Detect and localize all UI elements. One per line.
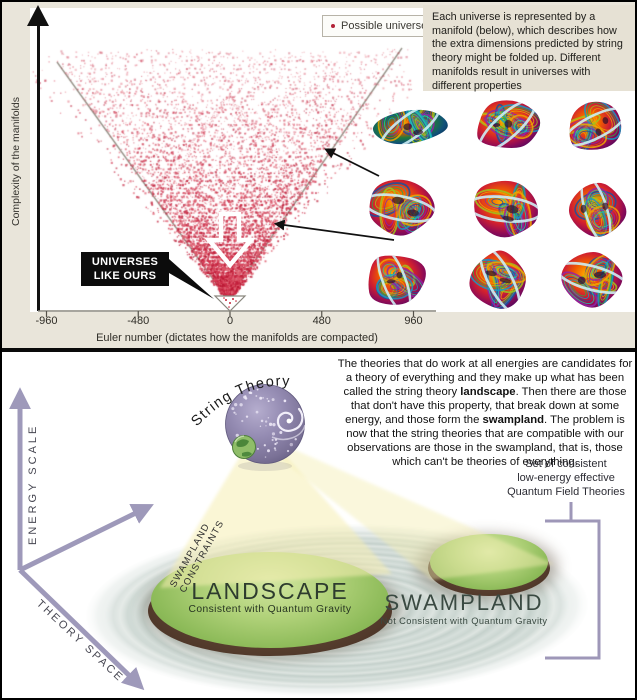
x-tick-label: 960	[404, 315, 423, 327]
x-axis-label: Euler number (dictates how the manifolds…	[96, 332, 378, 344]
calabi-yau-manifold	[467, 180, 543, 243]
calabi-yau-manifold	[560, 251, 624, 309]
calabi-yau-manifold	[568, 182, 627, 237]
paragraph-text: The theories that do work at all energie…	[337, 358, 633, 398]
x-tick-label: -960	[35, 315, 58, 327]
string-theory-curved-label: String Theory	[188, 374, 291, 430]
paragraph-bold-term: landscape	[460, 386, 516, 398]
swampland-illustration-panel: String Theory ENERGY SCALE THEORY SPACE …	[2, 352, 635, 698]
x-tick-label: 480	[312, 315, 331, 327]
qft-set-label: Set of consistent low-energy effective Q…	[507, 458, 625, 498]
y-axis-arrow-icon	[27, 5, 49, 26]
swampland-title: SWAMPLAND	[384, 590, 544, 615]
star-speckles	[231, 388, 297, 458]
swampland-island	[430, 534, 548, 590]
x-axis-ticks: -960 -480 0 480 960	[2, 315, 635, 331]
y-axis-line	[37, 24, 40, 311]
energy-scale-label: ENERGY SCALE	[27, 423, 39, 545]
swampland-subtitle: Not Consistent with Quantum Gravity	[380, 616, 548, 626]
y-axis-label: Complexity of the manifolds	[10, 97, 22, 227]
x-tick-label: -480	[127, 315, 150, 327]
paragraph-text: . The problem is now that the string the…	[346, 414, 625, 468]
calabi-yau-manifold	[367, 179, 437, 238]
manifold-info-text: Each universe is represented by a manifo…	[423, 5, 635, 92]
landscape-scatter-panel: Complexity of the manifolds Possible uni…	[2, 2, 635, 348]
calabi-yau-manifold	[468, 246, 527, 313]
calabi-yau-manifold	[477, 99, 543, 152]
manifold-grid	[340, 86, 635, 316]
landscape-subtitle: Consistent with Quantum Gravity	[188, 604, 352, 615]
universes-like-ours-callout: UNIVERSES LIKE OURS	[81, 252, 169, 286]
calabi-yau-manifold	[368, 252, 428, 307]
x-tick-label: 0	[226, 315, 234, 327]
legend-label: Possible universe	[341, 20, 428, 32]
landscape-title: LANDSCAPE	[191, 578, 349, 604]
legend-marker-icon	[331, 24, 335, 28]
panel-divider	[2, 348, 635, 352]
swampland-paragraph: The theories that do work at all energie…	[335, 357, 635, 469]
calabi-yau-manifold	[563, 98, 626, 155]
calabi-yau-manifold	[372, 105, 448, 148]
paragraph-bold-term: swampland	[482, 414, 545, 426]
galaxy-spiral-icon	[271, 407, 306, 441]
paragraph-text: . Then there are those that don't have t…	[345, 386, 627, 426]
